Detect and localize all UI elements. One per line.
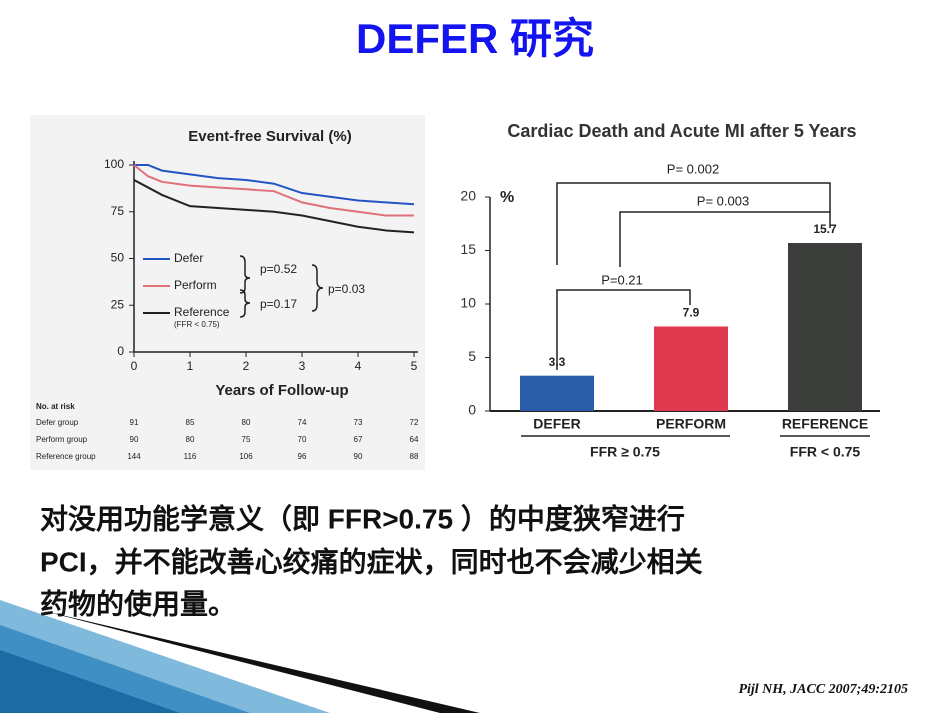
annotation: P= 0.003 (697, 193, 749, 208)
data-label: 7.9 (683, 306, 700, 320)
risk-count: 75 (242, 435, 251, 444)
y-tick-label: 15 (460, 241, 476, 257)
comparison-brackets (556, 182, 831, 370)
y-tick-label: 25 (111, 297, 125, 311)
risk-count: 64 (410, 435, 419, 444)
survival-line (134, 164, 415, 206)
risk-count: 74 (298, 418, 307, 427)
bar (520, 375, 594, 411)
panel-background (30, 115, 425, 470)
p-value: p=0.52 (260, 262, 297, 276)
risk-table-title: No. at risk (36, 402, 75, 411)
x-tick-label: 3 (299, 359, 306, 373)
x-tick-label: 1 (187, 359, 194, 373)
annotation: P= 0.002 (667, 161, 719, 176)
data-label: 15.7 (813, 222, 837, 236)
decoration (0, 600, 480, 713)
y-tick-label: 10 (460, 295, 476, 311)
body-line: PCI，并不能改善心绞痛的症状，同时也不会减少相关 (40, 545, 703, 577)
bar (788, 243, 862, 411)
group-label: FFR ≥ 0.75 (590, 444, 660, 460)
risk-count: 91 (130, 418, 139, 427)
risk-count: 80 (186, 435, 195, 444)
legend-note: (FFR < 0.75) (174, 320, 220, 329)
slide-title: DEFER 研究 (356, 15, 594, 62)
x-tick-label: DEFER (533, 416, 580, 432)
risk-count: 70 (298, 435, 307, 444)
x-tick-label: 2 (243, 359, 250, 373)
risk-count: 96 (298, 452, 307, 461)
risk-count: 90 (130, 435, 139, 444)
risk-count: 67 (354, 435, 363, 444)
x-tick-label: 0 (131, 359, 138, 373)
legend-label: Reference (174, 305, 230, 319)
risk-count: 116 (184, 452, 197, 461)
chart-title: Event-free Survival (%) (188, 128, 351, 145)
legend-label: Defer (174, 251, 203, 265)
risk-count: 90 (354, 452, 363, 461)
y-tick-label: 75 (111, 204, 125, 218)
y-tick-label: 50 (111, 251, 125, 265)
survival-line (133, 164, 414, 217)
group-label: FFR < 0.75 (790, 444, 861, 460)
citation: Pijl NH, JACC 2007;49:2105 (738, 682, 908, 697)
legend-label: Perform (174, 278, 217, 292)
x-tick-label: PERFORM (656, 416, 726, 432)
risk-count: 73 (354, 418, 363, 427)
y-axis-label: % (500, 189, 514, 206)
risk-count: 72 (410, 418, 419, 427)
data-label: 3.3 (549, 355, 566, 369)
risk-count: 106 (239, 452, 253, 461)
chart-title: Cardiac Death and Acute MI after 5 Years (507, 121, 856, 141)
body-line: 对没用功能学意义（即 FFR>0.75 ）的中度狭窄进行 (40, 502, 685, 534)
y-tick-label: 0 (117, 344, 124, 358)
bar (654, 326, 728, 411)
survival-line (133, 179, 415, 234)
y-tick-label: 20 (460, 188, 476, 204)
y-tick-label: 0 (468, 402, 476, 418)
risk-count: 88 (410, 452, 419, 461)
x-axis-label: Years of Follow-up (215, 382, 348, 399)
p-value: p=0.17 (260, 297, 297, 311)
x-tick-label: REFERENCE (782, 416, 868, 432)
x-tick-label: 4 (355, 359, 362, 373)
x-tick-label: 5 (411, 359, 418, 373)
y-tick-label: 100 (104, 157, 124, 171)
body-line: 药物的使用量。 (40, 587, 236, 619)
risk-count: 144 (127, 452, 141, 461)
risk-row-name: Perform group (36, 435, 88, 444)
risk-count: 85 (186, 418, 195, 427)
risk-row-name: Reference group (36, 452, 96, 461)
p-value: p=0.03 (328, 282, 365, 296)
braces (239, 255, 324, 318)
annotation: P=0.21 (601, 272, 643, 287)
risk-row-name: Defer group (36, 418, 79, 427)
y-tick-label: 5 (468, 348, 476, 364)
risk-count: 80 (242, 418, 251, 427)
